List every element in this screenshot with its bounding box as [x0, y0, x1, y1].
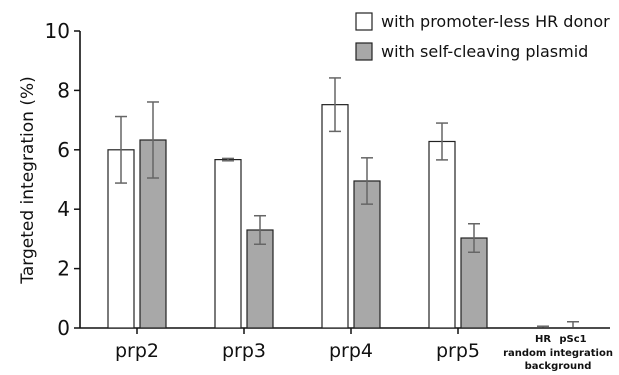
bar-prp4-series-1 — [321, 104, 349, 329]
background-label-HR: HR — [535, 334, 551, 345]
bar-prp5-series-1 — [428, 140, 456, 329]
legend-swatch-series-2 — [355, 42, 373, 61]
legend-label-series-1: with promoter-less HR donor — [381, 12, 610, 31]
category-label-prp2: prp2 — [115, 340, 159, 362]
category-label-prp5: prp5 — [436, 340, 480, 362]
tick-labels: 0 2 4 6 8 10 prp2 prp3 prp4 prp5 HR pSc1 random inte… — [45, 19, 613, 372]
y-tick-label: 2 — [57, 257, 70, 281]
y-tick-label: 8 — [57, 78, 70, 102]
y-tick-label: 6 — [57, 138, 70, 162]
y-tick-label: 0 — [57, 316, 70, 340]
background-caption-line2: background — [525, 361, 592, 372]
error-bars — [115, 77, 579, 328]
legend-swatch-series-1 — [355, 12, 373, 31]
y-tick-label: 10 — [45, 19, 70, 43]
legend: with promoter-less HR donor with self-cl… — [355, 12, 610, 61]
bar-prp3-series-1 — [214, 159, 242, 329]
y-tick-label: 4 — [57, 197, 70, 221]
bars — [107, 104, 488, 329]
y-axis-label: Targeted integration (%) — [18, 76, 38, 284]
legend-label-series-2: with self-cleaving plasmid — [381, 42, 588, 61]
category-label-prp3: prp3 — [222, 340, 266, 362]
category-label-prp4: prp4 — [329, 340, 373, 362]
background-caption-line1: random integration — [503, 348, 613, 359]
background-label-pSc1: pSc1 — [559, 334, 586, 345]
